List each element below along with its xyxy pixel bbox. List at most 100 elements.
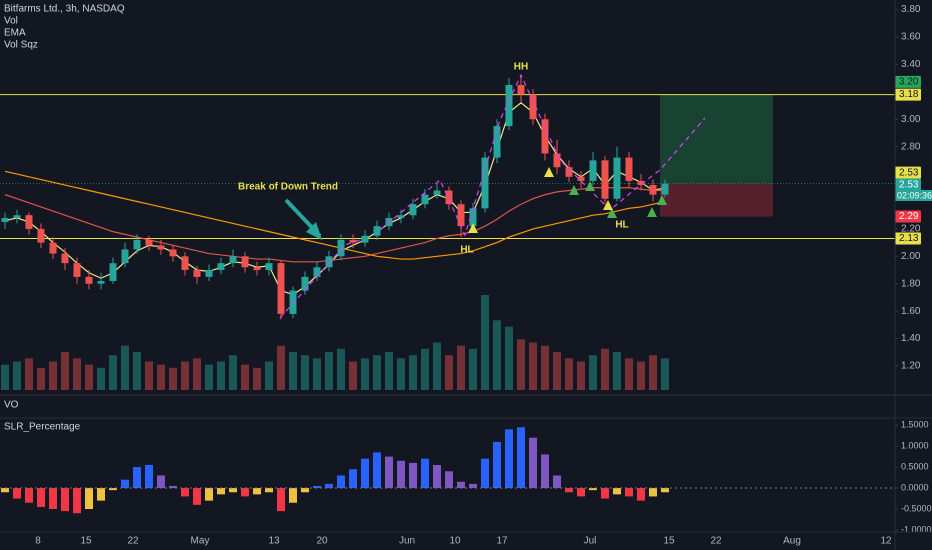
y-tick-label: 1.80 [901, 278, 921, 289]
candle-body [661, 183, 669, 195]
candle-body [517, 84, 525, 95]
indicator-label[interactable]: Vol [4, 16, 18, 27]
volume-bar [421, 348, 429, 390]
candle-body [493, 126, 501, 158]
candle-body [13, 215, 21, 218]
oscillator-bar [277, 488, 285, 512]
pane-label[interactable]: VO [4, 400, 19, 411]
pane-label[interactable]: SLR_Percentage [4, 422, 81, 433]
x-tick-label: Jun [399, 536, 415, 547]
indicator-label[interactable]: EMA [4, 28, 26, 39]
candle-body [577, 176, 585, 181]
candle-body [25, 215, 33, 229]
oscillator-bar [37, 488, 45, 507]
candle-body [229, 256, 237, 264]
volume-bar [157, 364, 165, 390]
y-tick-label: 3.80 [901, 4, 921, 15]
volume-bar [433, 342, 441, 390]
y-tick-label: -1.0000 [901, 524, 932, 534]
oscillator-bar [169, 485, 177, 489]
oscillator-bar [313, 485, 321, 489]
volume-bar [229, 355, 237, 390]
volume-bar [409, 355, 417, 390]
x-tick-label: May [191, 536, 210, 547]
signal-marker [647, 207, 657, 217]
volume-bar [217, 361, 225, 390]
volume-bar [529, 342, 537, 390]
oscillator-bar [529, 437, 537, 489]
oscillator-bar [553, 475, 561, 489]
oscillator-bar [301, 488, 309, 493]
x-tick-label: 15 [80, 536, 92, 547]
oscillator-bar [397, 460, 405, 489]
oscillator-bar [133, 467, 141, 489]
candle-body [193, 270, 201, 277]
oscillator-bar [145, 464, 153, 489]
candle-body [313, 267, 321, 277]
oscillator-bar [505, 429, 513, 489]
oscillator-bar [121, 479, 129, 489]
candle-body [601, 160, 609, 199]
oscillator-bar [253, 488, 261, 495]
volume-bar [169, 367, 177, 390]
x-tick-label: 10 [449, 536, 461, 547]
volume-bar [265, 361, 273, 390]
candle-body [409, 204, 417, 216]
x-tick-label: Jul [584, 536, 597, 547]
oscillator-bar [73, 488, 81, 514]
volume-bar [253, 367, 261, 390]
candle-body [373, 226, 381, 236]
price-badge-label: 2.29 [899, 211, 919, 222]
volume-bar [193, 358, 201, 390]
volume-bar [325, 352, 333, 390]
candle-body [397, 215, 405, 218]
y-tick-label: 1.60 [901, 306, 921, 317]
oscillator-bar [193, 488, 201, 505]
oscillator-bar [337, 475, 345, 489]
oscillator-bar [373, 452, 381, 489]
volume-bar [457, 345, 465, 390]
annotation: HL [460, 245, 473, 256]
candle-body [325, 256, 333, 268]
price-badge-label: 3.18 [899, 89, 919, 100]
price-badge-label: 2.53 [899, 179, 919, 190]
oscillator-bar [325, 483, 333, 489]
oscillator-bar [85, 488, 93, 510]
candle-body [277, 263, 285, 314]
candle-body [217, 263, 225, 271]
x-tick-label: 20 [316, 536, 328, 547]
volume-bar [481, 295, 489, 390]
x-tick-label: 13 [268, 536, 280, 547]
candle-body [73, 263, 81, 277]
x-tick-label: 22 [710, 536, 722, 547]
candle-body [169, 249, 177, 257]
signal-marker [544, 167, 554, 177]
volume-bar [493, 320, 501, 390]
y-tick-label: 1.0000 [901, 440, 929, 450]
candle-body [433, 190, 441, 195]
price-badge-label: 2.13 [899, 233, 919, 244]
oscillator-bar [589, 488, 597, 491]
candle-body [637, 180, 645, 186]
oscillator-bar [637, 488, 645, 501]
candle-body [85, 276, 93, 284]
y-tick-label: 3.40 [901, 59, 921, 70]
x-tick-label: 17 [496, 536, 508, 547]
volume-bar [289, 352, 297, 390]
oscillator-bar [541, 454, 549, 489]
candle-body [553, 153, 561, 168]
oscillator-bar [157, 475, 165, 489]
ema-line [4, 187, 665, 263]
symbol-title[interactable]: Bitfarms Ltd., 3h, NASDAQ [4, 4, 125, 15]
price-badge-label: 2.53 [899, 167, 919, 178]
candle-body [253, 267, 261, 271]
candle-body [541, 119, 549, 154]
y-tick-label: 3.00 [901, 114, 921, 125]
indicator-label[interactable]: Vol Sqz [4, 40, 38, 51]
candle-body [613, 157, 621, 199]
annotation: HH [514, 62, 528, 73]
oscillator-bar [13, 488, 21, 499]
candle-body [445, 190, 453, 205]
